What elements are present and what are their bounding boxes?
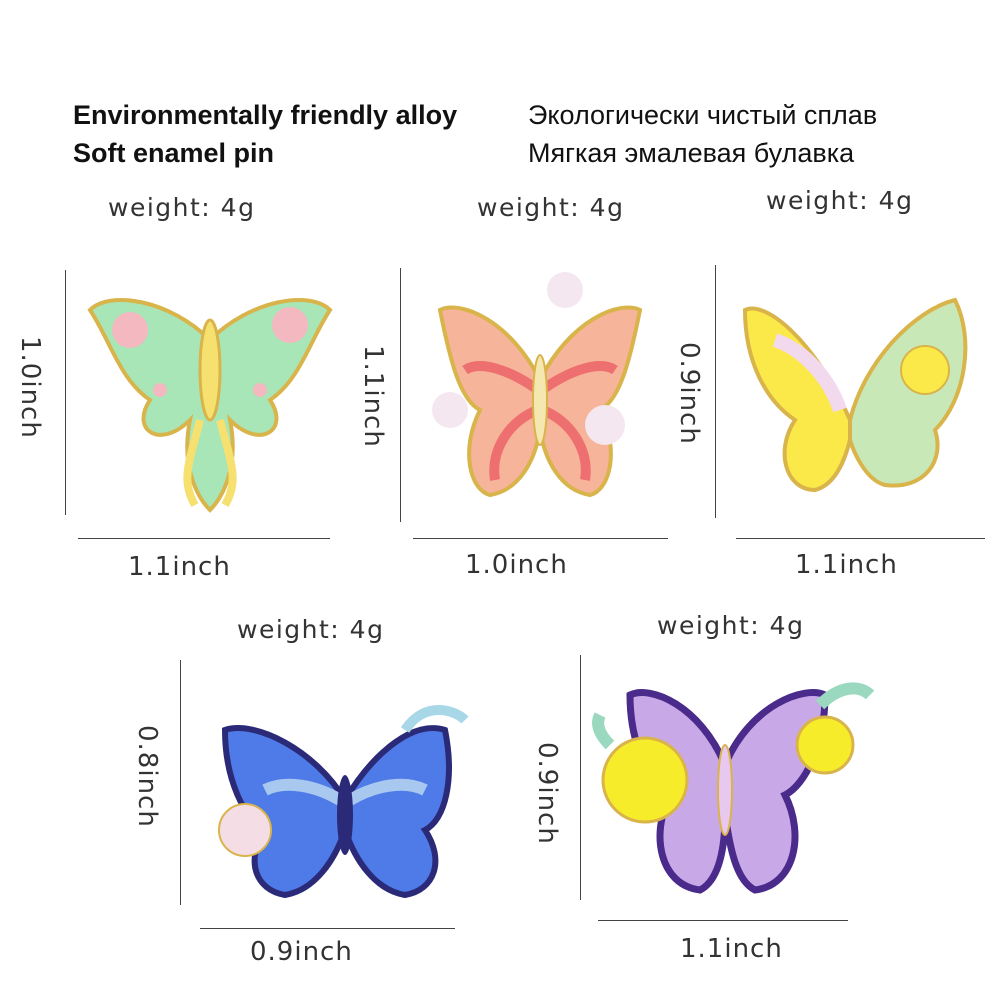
header-en-line1: Environmentally friendly alloy xyxy=(73,100,458,130)
pin1-width-line xyxy=(78,538,330,539)
pin5-height: 0.9inch xyxy=(532,742,562,845)
pin2-height: 1.1inch xyxy=(358,345,388,448)
pin2-width: 1.0inch xyxy=(465,550,568,580)
pin5-width: 1.1inch xyxy=(680,934,783,964)
header-ru-line1: Экологически чистый сплав xyxy=(528,100,878,130)
header-ru-line2: Мягкая эмалевая булавка xyxy=(528,138,855,168)
pin1-weight: weight: 4g xyxy=(108,193,256,222)
pin1-height: 1.0inch xyxy=(15,336,45,439)
pin3-width: 1.1inch xyxy=(795,550,898,580)
pin1-height-line xyxy=(65,270,66,515)
pin4-width: 0.9inch xyxy=(250,937,353,967)
pin2-height-line xyxy=(400,268,401,522)
pin5-height-line xyxy=(580,655,581,900)
pin4-height: 0.8inch xyxy=(132,725,162,828)
pin1-luna-moth-image xyxy=(87,298,333,513)
pin2-weight: weight: 4g xyxy=(477,193,625,222)
pin5-weight: weight: 4g xyxy=(657,611,805,640)
pin5-width-line xyxy=(598,920,848,921)
pin3-width-line xyxy=(736,538,985,539)
pin3-height: 0.9inch xyxy=(674,342,704,445)
pin4-blue-butterfly-image xyxy=(218,705,469,899)
pin2-width-line xyxy=(413,538,668,539)
header-en-line2: Soft enamel pin xyxy=(73,138,275,168)
pin2-coral-butterfly-image xyxy=(432,272,643,498)
pin3-yellow-butterfly-image xyxy=(742,297,968,493)
pin4-width-line xyxy=(200,928,455,929)
pin1-width: 1.1inch xyxy=(128,552,231,582)
pin5-purple-butterfly-image xyxy=(592,682,875,894)
pin4-height-line xyxy=(180,660,181,905)
pin3-weight: weight: 4g xyxy=(766,186,914,215)
pin3-height-line xyxy=(715,265,716,518)
pin4-weight: weight: 4g xyxy=(237,615,385,644)
